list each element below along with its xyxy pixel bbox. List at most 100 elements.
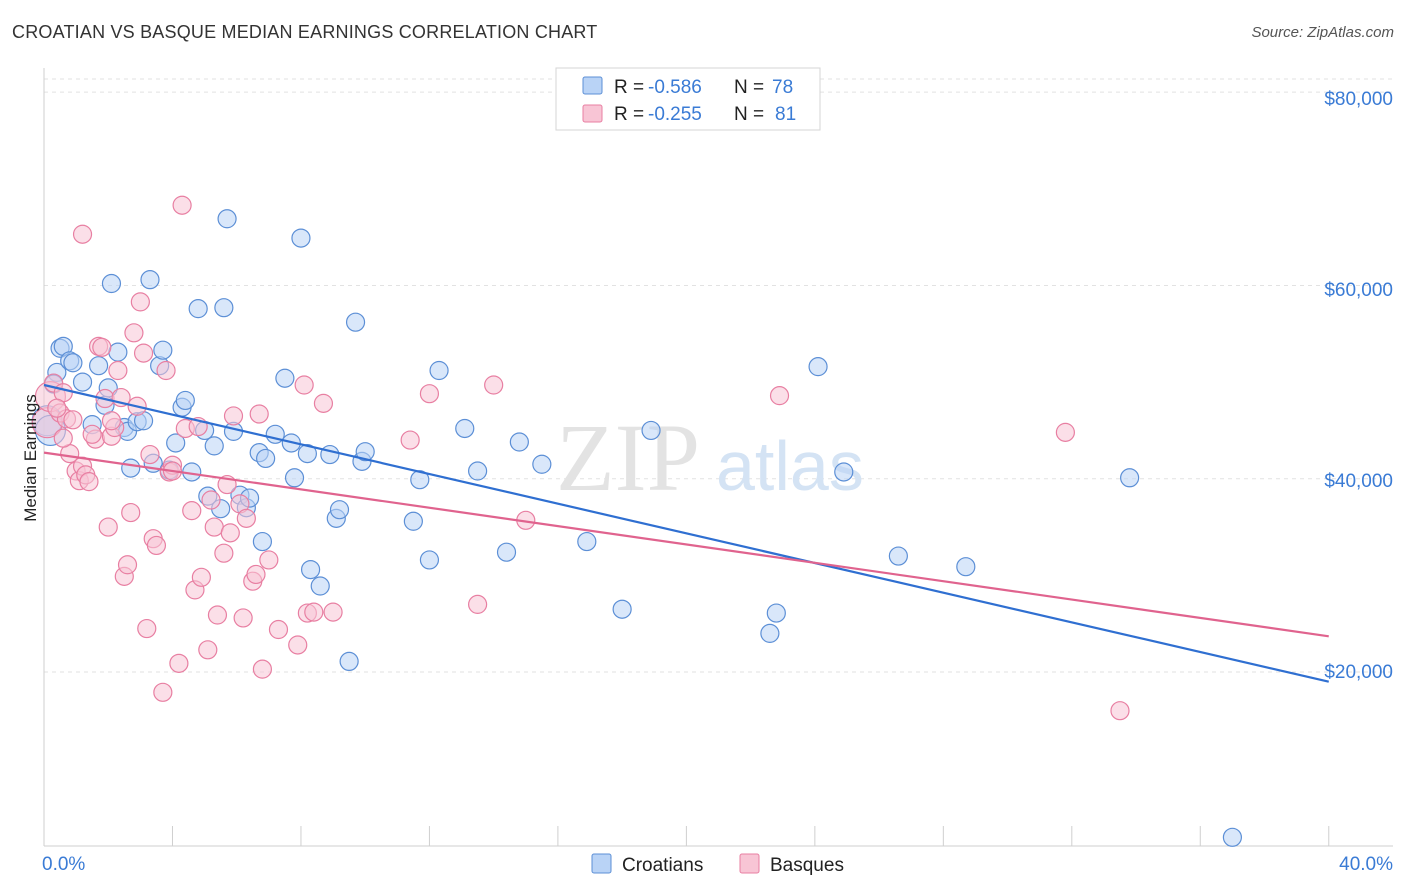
croatians-point-55 [355, 442, 375, 462]
basques-point-75 [53, 428, 73, 448]
basques-point-33 [156, 360, 176, 381]
basques-point-58 [259, 550, 279, 570]
legend-croatians-r-value: -0.586 [648, 77, 702, 98]
basques-point-47 [214, 543, 234, 563]
basques-point-67 [419, 384, 440, 404]
basques-point-59 [268, 619, 289, 640]
legend-croatians-n-value: 78 [772, 77, 793, 98]
y-tick-60000: $60,000 [1324, 280, 1393, 301]
basques-point-32 [153, 682, 173, 702]
top-legend: R = -0.586 N = 78 R = -0.255 N = 81 [555, 67, 821, 131]
basques-point-76 [82, 424, 102, 444]
croatians-point-49 [320, 444, 340, 465]
croatians-point-45 [291, 228, 311, 248]
croatians-point-66 [612, 599, 632, 619]
bottom-legend-basques-label: Basques [770, 855, 844, 876]
legend-basques-n-value: 81 [775, 104, 796, 125]
croatians-point-12 [108, 342, 128, 362]
bottom-legend-basques-swatch [739, 853, 760, 874]
croatians-point-70 [808, 357, 828, 377]
basques-point-42 [191, 567, 211, 587]
croatians-trend-line [43, 383, 1330, 683]
basques-point-31 [146, 535, 167, 556]
bottom-legend: Croatians Basques [591, 853, 844, 876]
basques-point-77 [101, 411, 122, 431]
y-tick-20000: $20,000 [1324, 662, 1393, 683]
basques-point-57 [252, 659, 273, 679]
watermark-zip: ZIP [556, 404, 700, 511]
basques-point-50 [223, 406, 244, 426]
basques-point-80 [72, 224, 93, 244]
croatians-point-21 [153, 340, 173, 360]
basques-point-25 [124, 323, 144, 343]
legend-croatians-n-label: N = [734, 77, 764, 98]
basques-point-36 [169, 653, 189, 673]
basques-point-44 [201, 490, 221, 510]
basques-point-72 [1055, 422, 1075, 442]
source-credit: Source: ZipAtlas.com [1251, 24, 1394, 41]
basques-point-24 [121, 502, 141, 523]
basques-point-28 [133, 343, 154, 363]
basques-point-20 [108, 360, 128, 381]
croatians-point-72 [888, 546, 908, 566]
croatians-point-74 [1120, 468, 1140, 488]
basques-trend-line [43, 451, 1329, 638]
basques-point-29 [137, 618, 157, 639]
y-axis-label: Median Earnings [21, 394, 40, 522]
basques-point-74 [47, 398, 67, 418]
bottom-legend-croatians-label: Croatians [622, 855, 703, 876]
croatians-point-42 [275, 368, 295, 388]
legend-croatians-r-label: R = [614, 77, 644, 98]
croatians-point-64 [532, 454, 552, 474]
basques-point-61 [294, 375, 314, 395]
croatians-point-23 [166, 433, 186, 453]
bottom-legend-croatians-swatch [591, 853, 612, 874]
croatians-point-59 [429, 360, 449, 381]
croatians-point-61 [468, 461, 488, 481]
croatians-point-44 [284, 468, 305, 488]
trend-lines [43, 383, 1330, 683]
basques-point-71 [769, 386, 790, 406]
basques-point-17 [98, 517, 118, 537]
basques-point-64 [313, 393, 334, 413]
basques-point-37 [172, 195, 192, 215]
croatians-point-33 [217, 209, 237, 229]
basques-point-63 [304, 602, 324, 622]
basques-point-68 [468, 594, 488, 614]
basques-point-49 [220, 523, 240, 543]
basques-point-15 [92, 337, 112, 357]
basques-point-55 [246, 564, 266, 585]
x-tick-left: 0.0% [42, 854, 85, 875]
croatians-point-68 [760, 623, 780, 643]
basques-point-7 [63, 410, 83, 430]
basques-point-23 [117, 555, 138, 575]
croatians-point-58 [419, 550, 440, 570]
croatians-point-62 [496, 542, 517, 562]
basques-point-69 [484, 375, 504, 395]
croatians-point-56 [403, 511, 423, 531]
legend-basques-n-label: N = [734, 104, 764, 125]
croatians-point-48 [310, 576, 330, 596]
croatians-point-6 [63, 353, 83, 373]
basques-point-53 [236, 508, 256, 528]
croatians-point-25 [175, 390, 195, 411]
basques-point-52 [233, 608, 253, 628]
croatians-point-63 [509, 432, 529, 452]
basques-point-27 [130, 292, 150, 312]
chart-title: CROATIAN VS BASQUE MEDIAN EARNINGS CORRE… [12, 22, 598, 42]
croatians-point-51 [329, 500, 350, 520]
legend-basques-swatch [582, 104, 603, 123]
legend-croatians-swatch [582, 76, 603, 95]
croatians-point-75 [1222, 827, 1243, 847]
croatians-point-73 [956, 557, 976, 577]
croatians-point-40 [256, 448, 276, 469]
croatians-point-7 [72, 372, 93, 392]
croatians-point-60 [455, 418, 475, 439]
croatians-point-11 [101, 273, 122, 294]
axes [43, 68, 1393, 847]
croatians-point-27 [188, 299, 208, 319]
basques-point-39 [182, 501, 202, 521]
croatians-point-39 [252, 531, 273, 552]
basques-point-56 [249, 404, 269, 424]
